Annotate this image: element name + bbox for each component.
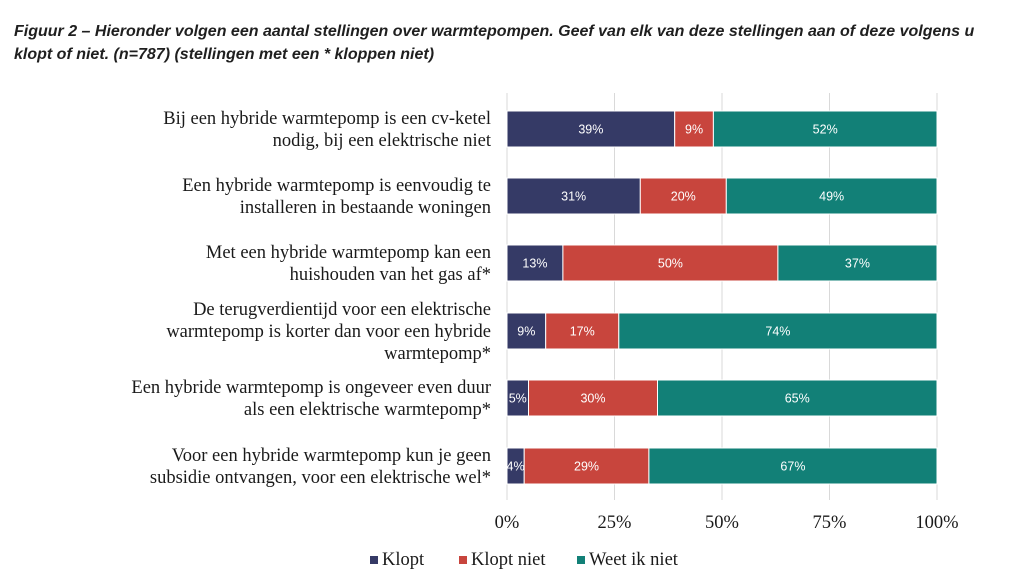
category-label-line: warmtepomp* [384,344,491,364]
bar-2-series-2 [777,244,938,282]
bars: 39% 9% 52% 31% 20% 49% 13% 50% 37% 9% 17% 74% 5% 30% 6… [506,110,938,485]
category-label-line: huishouden van het gas af* [290,265,491,285]
legend-item-0: Klopt [370,550,425,570]
data-label-0-0: 39% [578,123,603,137]
bar-2-series-1 [562,244,779,282]
legend: Klopt Klopt niet Weet ik niet [370,550,679,570]
legend-swatch [577,556,585,564]
category-label-line: Een hybride warmtepomp is eenvoudig te [182,176,491,196]
category-label-4: Een hybride warmtepomp is ongeveer even … [131,378,491,420]
data-label-3-1: 17% [570,325,595,339]
category-label-line: Voor een hybride warmtepomp kun je geen [172,446,491,466]
data-label-5-1: 29% [574,460,599,474]
bar-3-series-1 [545,312,620,350]
x-tick-label-3: 75% [813,513,847,533]
category-label-line: Een hybride warmtepomp is ongeveer even … [131,378,491,398]
category-label-line: nodig, bij een elektrische niet [273,131,492,151]
category-label-line: Bij een hybride warmtepomp is een cv-ket… [163,109,491,129]
bar-0-series-1 [674,110,714,148]
data-label-1-2: 49% [819,190,844,204]
bar-4-series-2 [657,379,938,417]
legend-label: Klopt [382,550,425,570]
bar-5-series-1 [523,447,650,485]
legend-item-1: Klopt niet [459,550,546,570]
data-label-4-1: 30% [580,392,605,406]
bar-0-series-0 [506,110,676,148]
bar-3-series-2 [618,312,938,350]
data-label-1-1: 20% [671,190,696,204]
category-label-line: als een elektrische warmtepomp* [244,400,491,420]
category-label-line: subsidie ontvangen, voor een elektrische… [150,468,491,488]
data-label-2-2: 37% [845,257,870,271]
x-tick-label-2: 50% [705,513,739,533]
data-label-4-2: 65% [785,392,810,406]
bar-2-series-0 [506,244,564,282]
category-labels: Bij een hybride warmtepomp is een cv-ket… [131,109,491,488]
category-label-line: De terugverdientijd voor een elektrische [193,300,491,320]
data-label-5-2: 67% [780,460,805,474]
gridlines [506,93,938,500]
chart-title: Figuur 2 – Hieronder volgen een aantal s… [14,23,975,63]
x-axis-ticks: 0% 25% 50% 75% 100% [495,513,959,533]
data-label-3-2: 74% [765,325,790,339]
data-label-4-0: 5% [509,392,527,406]
bar-4-series-1 [528,379,658,417]
bar-3-series-0 [506,312,547,350]
legend-swatch [370,556,378,564]
category-label-line: installeren in bestaande woningen [240,198,491,218]
data-label-0-1: 9% [685,123,703,137]
category-label-5: Voor een hybride warmtepomp kun je geens… [150,446,491,488]
bar-1-series-1 [639,177,727,215]
bar-5-series-2 [648,447,938,485]
bar-1-series-0 [506,177,641,215]
category-label-3: De terugverdientijd voor een elektrische… [166,300,491,364]
data-label-1-0: 31% [561,190,586,204]
category-label-0: Bij een hybride warmtepomp is een cv-ket… [163,109,492,151]
x-tick-label-4: 100% [915,513,958,533]
x-tick-label-0: 0% [495,513,520,533]
data-label-2-0: 13% [522,257,547,271]
category-label-line: Met een hybride warmtepomp kan een [206,243,491,263]
data-label-0-2: 52% [813,123,838,137]
data-label-3-0: 9% [517,325,535,339]
legend-label: Klopt niet [471,550,546,570]
category-label-line: warmtepomp is korter dan voor een hybrid… [166,322,491,342]
data-label-2-1: 50% [658,257,683,271]
legend-item-2: Weet ik niet [577,550,679,570]
category-label-1: Een hybride warmtepomp is eenvoudig tein… [182,176,491,218]
bar-1-series-2 [725,177,938,215]
legend-swatch [459,556,467,564]
bar-0-series-2 [712,110,938,148]
data-label-5-0: 4% [507,460,525,474]
legend-label: Weet ik niet [589,550,679,570]
x-tick-label-1: 25% [598,513,632,533]
category-label-2: Met een hybride warmtepomp kan eenhuisho… [206,243,491,285]
